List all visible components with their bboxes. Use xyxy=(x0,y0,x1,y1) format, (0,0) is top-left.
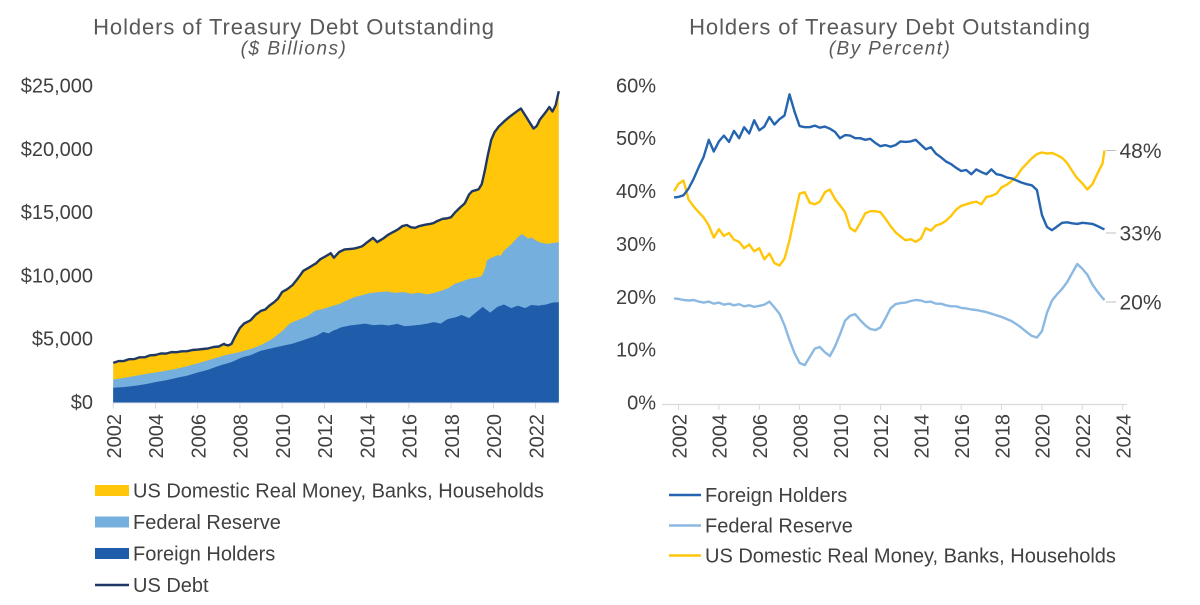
svg-text:2016: 2016 xyxy=(952,414,974,459)
svg-text:2008: 2008 xyxy=(231,414,253,459)
svg-text:2004: 2004 xyxy=(710,414,732,459)
svg-text:2024: 2024 xyxy=(1114,414,1136,459)
svg-text:Holders of Treasury Debt Outst: Holders of Treasury Debt Outstanding xyxy=(689,15,1091,40)
svg-text:2006: 2006 xyxy=(189,414,211,459)
svg-text:0%: 0% xyxy=(627,393,656,415)
svg-text:60%: 60% xyxy=(616,75,656,97)
svg-text:2010: 2010 xyxy=(273,414,295,459)
svg-text:2004: 2004 xyxy=(146,414,168,459)
svg-text:2018: 2018 xyxy=(992,414,1014,459)
svg-text:Holders of Treasury Debt Outst: Holders of Treasury Debt Outstanding xyxy=(93,15,495,40)
svg-text:($ Billions): ($ Billions) xyxy=(241,39,348,60)
svg-text:US Domestic Real Money, Banks,: US Domestic Real Money, Banks, Household… xyxy=(133,481,544,503)
svg-text:Foreign Holders: Foreign Holders xyxy=(133,544,275,566)
svg-text:33%: 33% xyxy=(1120,223,1162,246)
svg-text:2006: 2006 xyxy=(750,414,772,459)
svg-text:$20,000: $20,000 xyxy=(21,139,93,161)
svg-text:$15,000: $15,000 xyxy=(21,202,93,224)
svg-text:2002: 2002 xyxy=(104,414,126,459)
svg-text:2014: 2014 xyxy=(357,414,379,459)
svg-text:2012: 2012 xyxy=(315,414,337,459)
svg-text:2012: 2012 xyxy=(871,414,893,459)
svg-text:2016: 2016 xyxy=(400,414,422,459)
svg-text:40%: 40% xyxy=(616,181,656,203)
svg-text:10%: 10% xyxy=(616,340,656,362)
svg-text:20%: 20% xyxy=(1120,292,1162,315)
svg-text:2020: 2020 xyxy=(484,414,506,459)
svg-text:2008: 2008 xyxy=(790,414,812,459)
svg-text:$10,000: $10,000 xyxy=(21,265,93,287)
svg-text:2002: 2002 xyxy=(669,414,691,459)
svg-text:2018: 2018 xyxy=(442,414,464,459)
svg-text:30%: 30% xyxy=(616,234,656,256)
svg-text:$0: $0 xyxy=(71,392,93,414)
svg-text:$25,000: $25,000 xyxy=(21,76,93,98)
svg-text:Federal Reserve: Federal Reserve xyxy=(705,516,853,538)
svg-text:2020: 2020 xyxy=(1033,414,1055,459)
svg-text:2022: 2022 xyxy=(526,414,548,459)
svg-text:20%: 20% xyxy=(616,287,656,309)
svg-text:US Debt: US Debt xyxy=(133,575,209,597)
svg-text:48%: 48% xyxy=(1120,140,1162,163)
svg-text:2022: 2022 xyxy=(1073,414,1095,459)
svg-text:2014: 2014 xyxy=(912,414,934,459)
svg-text:2010: 2010 xyxy=(831,414,853,459)
svg-text:Foreign Holders: Foreign Holders xyxy=(705,485,847,507)
svg-text:50%: 50% xyxy=(616,128,656,150)
svg-text:$5,000: $5,000 xyxy=(32,329,93,351)
svg-text:Federal Reserve: Federal Reserve xyxy=(133,512,281,534)
svg-text:(By Percent): (By Percent) xyxy=(829,39,951,60)
svg-text:US Domestic Real Money, Banks,: US Domestic Real Money, Banks, Household… xyxy=(705,546,1116,568)
